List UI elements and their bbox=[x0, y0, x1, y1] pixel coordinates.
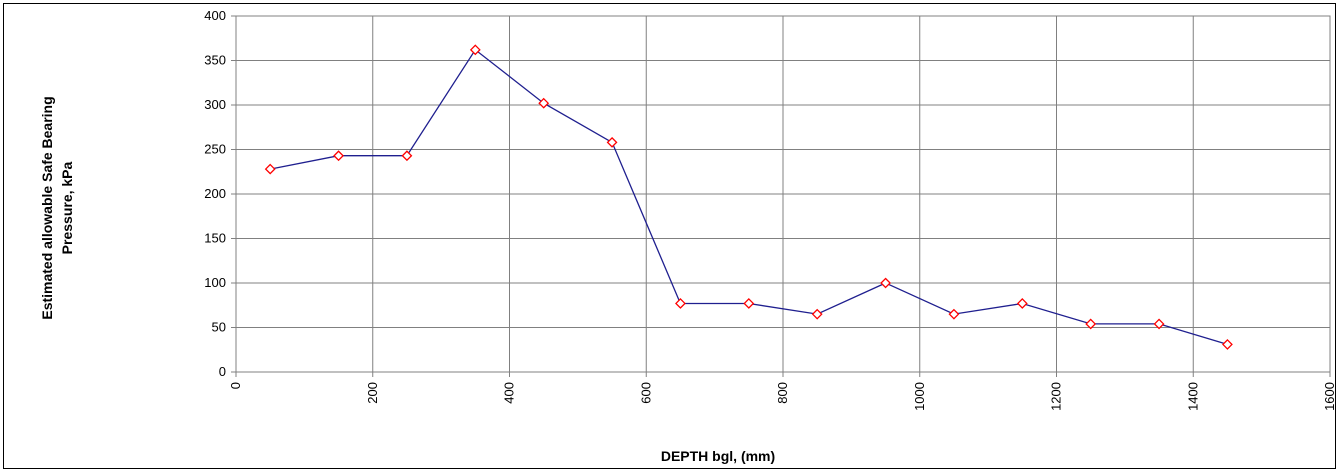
y-tick-label: 400 bbox=[204, 8, 226, 23]
x-tick-label: 1000 bbox=[912, 382, 927, 411]
data-point-diamond bbox=[401, 150, 413, 162]
x-tick-label: 1400 bbox=[1185, 382, 1200, 411]
data-point-diamond bbox=[811, 308, 823, 320]
x-tick-label: 800 bbox=[775, 382, 790, 404]
data-point-diamond bbox=[333, 150, 344, 162]
data-markers bbox=[264, 44, 1233, 350]
plot-border bbox=[235, 15, 1331, 373]
x-tick-label: 200 bbox=[365, 382, 380, 404]
data-point-diamond bbox=[948, 308, 960, 320]
y-tick-label: 0 bbox=[219, 364, 226, 379]
y-tick-label: 150 bbox=[204, 231, 226, 246]
data-point-diamond bbox=[538, 97, 550, 109]
data-point-diamond bbox=[743, 298, 755, 309]
x-tick-label: 400 bbox=[502, 382, 517, 404]
x-tick-label: 600 bbox=[638, 382, 653, 404]
data-point-diamond bbox=[1085, 318, 1097, 330]
data-point-diamond bbox=[675, 298, 686, 309]
x-tick-labels: 0 200 400 600 800 1000 1200 1400 1600 bbox=[228, 382, 1337, 411]
x-tick-label: 1200 bbox=[1049, 382, 1064, 411]
y-axis-title-line-2: Pressure, kPa bbox=[59, 161, 75, 254]
data-point-diamond bbox=[1153, 318, 1165, 330]
y-tick-label: 50 bbox=[212, 320, 226, 335]
x-axis-title: DEPTH bgl, (mm) bbox=[661, 448, 775, 464]
x-tick-label: 1600 bbox=[1322, 382, 1337, 411]
data-point-diamond bbox=[469, 44, 481, 56]
data-point-diamond bbox=[880, 277, 891, 289]
y-axis-title-line-1: Estimated allowable Safe Bearing bbox=[39, 96, 55, 319]
y-tick-label: 200 bbox=[204, 186, 226, 201]
y-tick-label: 250 bbox=[204, 142, 226, 157]
grid-lines bbox=[231, 15, 1331, 377]
y-tick-label: 300 bbox=[204, 97, 226, 112]
data-point-diamond bbox=[606, 136, 618, 148]
y-tick-label: 100 bbox=[204, 275, 226, 290]
data-point-diamond bbox=[1222, 338, 1233, 350]
data-point-diamond bbox=[1016, 298, 1028, 309]
y-tick-labels: 0 50 100 150 200 250 300 350 400 bbox=[204, 8, 226, 379]
x-tick-label: 0 bbox=[228, 382, 243, 389]
y-tick-label: 350 bbox=[204, 53, 226, 68]
data-point-diamond bbox=[264, 163, 276, 175]
